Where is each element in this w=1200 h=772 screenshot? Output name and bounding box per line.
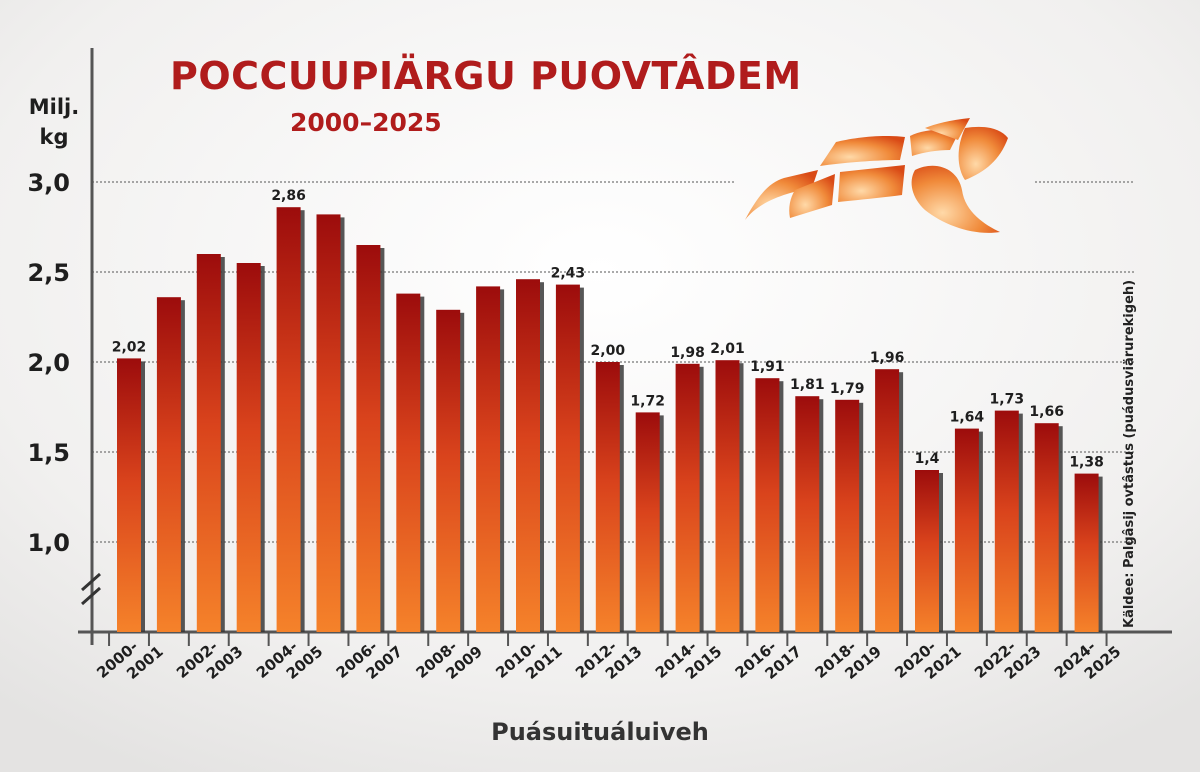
bar: [994, 410, 1019, 632]
bar: [1074, 473, 1099, 632]
data-label: 1,4: [915, 451, 940, 467]
data-label: 2,86: [271, 188, 306, 204]
bar: [954, 428, 979, 632]
x-axis-label: Puásuituáluiveh: [491, 718, 709, 746]
y-tick-label: 2,5: [27, 259, 70, 287]
data-label: 1,38: [1069, 455, 1104, 471]
data-label: 1,66: [1029, 404, 1064, 420]
bar: [835, 399, 860, 632]
y-tick-label: 3,0: [27, 169, 70, 197]
data-label: 1,79: [830, 381, 865, 397]
bar: [715, 360, 740, 632]
bar: [156, 297, 181, 632]
data-label: 1,96: [870, 350, 905, 366]
bar: [436, 309, 461, 632]
y-tick-label: 1,0: [27, 529, 70, 557]
y-tick-labels: 1,0 1,5 2,0 2,5 3,0: [27, 169, 70, 557]
data-label: 2,01: [710, 341, 745, 357]
axis-break-mark: [81, 586, 101, 606]
data-label: 2,02: [112, 339, 147, 355]
bar: [1034, 423, 1059, 632]
data-label: 1,91: [750, 359, 785, 375]
bar: [675, 363, 700, 632]
data-label: 2,43: [551, 266, 586, 282]
reindeer-meat-cuts-icon: [745, 118, 1008, 233]
y-tick-label: 1,5: [27, 439, 70, 467]
axis-break-mark: [81, 572, 101, 592]
bar: [915, 470, 939, 632]
data-label: 1,72: [630, 393, 665, 409]
source-note: Käldee: Palgâsij ovtâstus (puádusviärure…: [1122, 279, 1137, 628]
bar: [476, 286, 501, 632]
data-label: 2,00: [591, 343, 626, 359]
bar: [635, 412, 660, 632]
bar: [276, 207, 301, 632]
y-tick-label: 2,0: [27, 349, 70, 377]
data-labels: 2,02 2,86 2,43 2,00 1,72 1,98 2,01 1,91 1,81 1,79…: [112, 188, 1104, 470]
bar: [595, 362, 620, 632]
chart-subtitle: 2000–2025: [290, 108, 442, 137]
data-label: 1,64: [950, 410, 985, 426]
bars: [117, 207, 1103, 632]
bar: [755, 378, 780, 632]
data-label: 1,81: [790, 377, 825, 393]
data-label: 1,98: [670, 345, 705, 361]
bar: [316, 214, 341, 632]
bar: [795, 396, 820, 632]
bar: [396, 293, 421, 632]
bar: [875, 369, 900, 632]
data-label: 1,73: [990, 392, 1025, 408]
bar: [516, 279, 540, 632]
bar: [196, 254, 221, 632]
bar: [356, 245, 381, 632]
bar: [117, 358, 141, 632]
y-axis-unit-label: Milj. kg: [28, 95, 80, 149]
bar: [236, 263, 261, 632]
chart-title: POCCUUPIÄRGU PUOVTÂDEM: [170, 54, 802, 98]
bar: [555, 284, 580, 632]
